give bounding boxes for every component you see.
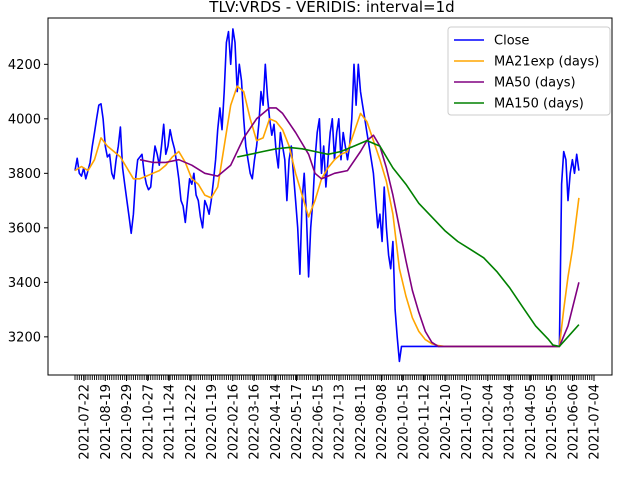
x-tick-label-23: 2021-06-06 bbox=[566, 384, 581, 460]
x-tick-label-6: 2022-01-19 bbox=[205, 384, 220, 460]
x-tick-label-21: 2021-04-05 bbox=[524, 384, 539, 460]
x-tick-label-17: 2020-12-10 bbox=[439, 384, 454, 460]
x-tick-label-19: 2021-02-04 bbox=[481, 384, 496, 460]
legend-label-0: Close bbox=[494, 34, 529, 49]
series-line-0 bbox=[74, 28, 580, 363]
series-line-3 bbox=[237, 139, 580, 348]
y-tick-label-1: 3400 bbox=[8, 276, 41, 291]
x-tick-label-20: 2021-03-04 bbox=[503, 384, 518, 460]
y-tick-label-3: 3800 bbox=[8, 167, 41, 182]
legend-label-2: MA50 (days) bbox=[494, 76, 576, 91]
chart-title: TLV:VRDS - VERIDIS: interval=1d bbox=[208, 0, 454, 16]
x-axis: 2021-07-22 2021-08-19 2021-09-29 2021-10-27… bbox=[74, 375, 603, 460]
series-line-1 bbox=[74, 85, 580, 348]
x-tick-label-5: 2021-12-22 bbox=[184, 384, 199, 460]
x-tick-label-0: 2021-07-22 bbox=[78, 384, 93, 460]
series-line-2 bbox=[139, 107, 580, 348]
y-tick-label-5: 4200 bbox=[8, 58, 41, 73]
x-tick-label-11: 2022-06-15 bbox=[311, 384, 326, 460]
x-tick-label-15: 2020-10-15 bbox=[396, 384, 411, 460]
x-tick-label-9: 2022-04-14 bbox=[269, 384, 284, 460]
legend-box bbox=[447, 26, 611, 116]
x-tick-label-12: 2022-07-13 bbox=[333, 384, 348, 460]
x-tick-label-2: 2021-09-29 bbox=[120, 384, 135, 460]
x-tick-label-7: 2022-02-16 bbox=[226, 384, 241, 460]
legend-label-1: MA21exp (days) bbox=[494, 55, 599, 70]
x-tick-label-14: 2022-09-08 bbox=[375, 384, 390, 460]
y-tick-label-4: 4000 bbox=[8, 112, 41, 127]
x-tick-label-10: 2022-05-17 bbox=[290, 384, 305, 460]
x-tick-label-4: 2021-11-24 bbox=[163, 384, 178, 460]
x-tick-label-13: 2022-08-11 bbox=[354, 384, 369, 460]
y-axis: 3200 3400 3600 3800 4000 4200 bbox=[8, 58, 48, 345]
y-tick-label-2: 3600 bbox=[8, 221, 41, 236]
x-tick-label-18: 2021-01-07 bbox=[460, 384, 475, 460]
legend: Close MA21exp (days) MA50 (days) MA150 (day… bbox=[447, 26, 611, 116]
legend-label-3: MA150 (days) bbox=[494, 97, 584, 112]
x-tick-label-8: 2022-03-16 bbox=[248, 384, 263, 460]
x-tick-label-1: 2021-08-19 bbox=[99, 384, 114, 460]
x-tick-label-22: 2021-05-05 bbox=[545, 384, 560, 460]
x-tick-label-24: 2021-07-04 bbox=[588, 384, 603, 460]
series-layer bbox=[74, 28, 580, 363]
x-tick-label-3: 2021-10-27 bbox=[141, 384, 156, 460]
x-tick-label-16: 2020-11-12 bbox=[418, 384, 433, 460]
y-tick-label-0: 3200 bbox=[8, 330, 41, 345]
